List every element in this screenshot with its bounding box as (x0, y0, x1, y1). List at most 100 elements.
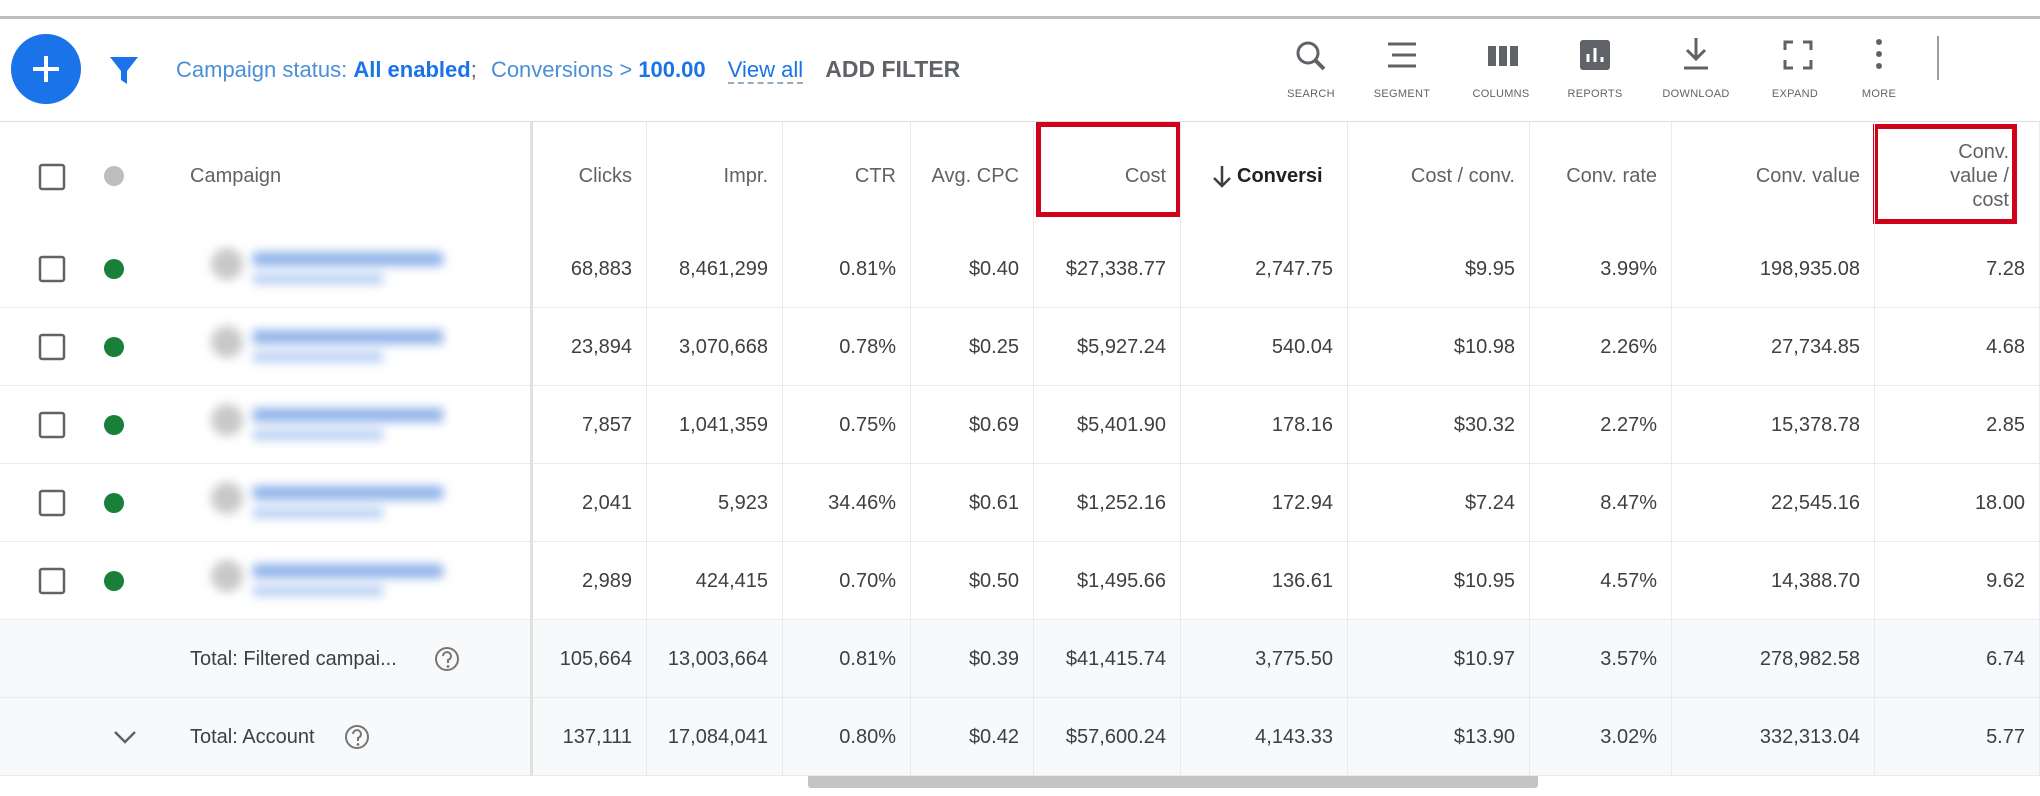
campaign-name-blurred[interactable] (163, 390, 463, 465)
total-label: Total: Account (163, 698, 533, 776)
table-cell: $0.39 (911, 620, 1034, 698)
table-cell: $10.98 (1348, 308, 1530, 386)
tool-label[interactable]: SEGMENT (1373, 88, 1431, 100)
view-all-link[interactable]: View all (727, 57, 804, 84)
column-header[interactable]: Conv. value / cost (1875, 122, 2040, 230)
table-cell: $0.69 (911, 386, 1034, 464)
table-cell: 2.85 (1875, 386, 2040, 464)
highlight-box (1873, 124, 2017, 224)
table-cell: $7.24 (1348, 464, 1530, 542)
scrollbar[interactable] (808, 774, 1538, 788)
table-cell: 136.61 (1181, 542, 1348, 620)
table-cell: 2,989 (533, 542, 647, 620)
column-header[interactable]: Clicks (533, 122, 647, 230)
status-dot (102, 491, 126, 520)
table-cell: $0.50 (911, 542, 1034, 620)
table-cell: 2.26% (1530, 308, 1672, 386)
campaign-cell (163, 308, 533, 386)
row (0, 464, 2040, 542)
tool-label[interactable]: SEARCH (1287, 88, 1335, 100)
tool-label[interactable]: COLUMNS (1472, 88, 1530, 100)
table-cell: 178.16 (1181, 386, 1348, 464)
table-cell: $27,338.77 (1034, 230, 1181, 308)
table-cell: 0.81% (783, 230, 911, 308)
table-cell: 3,775.50 (1181, 620, 1348, 698)
table-cell: $10.97 (1348, 620, 1530, 698)
table-cell: 1,041,359 (647, 386, 783, 464)
campaign-cell (163, 542, 533, 620)
campaign-name-blurred[interactable] (163, 468, 463, 543)
table-cell: 8,461,299 (647, 230, 783, 308)
campaign-cell (163, 464, 533, 542)
toolbar-icons (1296, 36, 1939, 80)
campaign-name-blurred[interactable] (163, 312, 463, 387)
tool-label[interactable]: REPORTS (1567, 88, 1623, 100)
table-cell: 0.75% (783, 386, 911, 464)
row-checkbox[interactable] (38, 255, 66, 288)
campaign-name-blurred[interactable] (163, 234, 463, 309)
table-cell: $13.90 (1348, 698, 1530, 776)
column-header[interactable]: Cost / conv. (1348, 122, 1530, 230)
header-checkbox[interactable] (38, 163, 66, 196)
column-header[interactable]: Conversi (1181, 122, 1348, 230)
column-header[interactable]: Conv. rate (1530, 122, 1672, 230)
table-cell: 198,935.08 (1672, 230, 1875, 308)
table-cell: $9.95 (1348, 230, 1530, 308)
expand-chevron[interactable] (112, 726, 138, 753)
campaign-cell (163, 386, 533, 464)
tool-label[interactable]: DOWNLOAD (1662, 88, 1730, 100)
tool-label[interactable]: MORE (1861, 88, 1897, 100)
status-dot (102, 257, 126, 286)
table-cell: 3.57% (1530, 620, 1672, 698)
row (0, 386, 2040, 464)
row-checkbox[interactable] (38, 567, 66, 600)
table-cell: 0.78% (783, 308, 911, 386)
row (0, 308, 2040, 386)
header-border (0, 121, 2040, 122)
campaign-cell (163, 230, 533, 308)
table-cell: 7.28 (1875, 230, 2040, 308)
column-header[interactable]: CTR (783, 122, 911, 230)
filter-icon[interactable] (108, 55, 140, 87)
row (0, 620, 2040, 698)
table-cell: 332,313.04 (1672, 698, 1875, 776)
table-cell: $30.32 (1348, 386, 1530, 464)
table-cell: $0.40 (911, 230, 1034, 308)
campaign-name-blurred[interactable] (163, 546, 463, 621)
table-cell: 9.62 (1875, 542, 2040, 620)
add-button[interactable] (8, 30, 86, 108)
table-cell: $10.95 (1348, 542, 1530, 620)
help-icon[interactable] (433, 645, 461, 678)
table-cell: 14,388.70 (1672, 542, 1875, 620)
table-cell: $41,415.74 (1034, 620, 1181, 698)
row-checkbox[interactable] (38, 489, 66, 522)
add-filter-button[interactable]: ADD FILTER (825, 56, 961, 82)
row-checkbox[interactable] (38, 333, 66, 366)
table-cell: 137,111 (533, 698, 647, 776)
table-cell: $0.42 (911, 698, 1034, 776)
row (0, 542, 2040, 620)
table-cell: 2,747.75 (1181, 230, 1348, 308)
column-header[interactable]: Avg. CPC (911, 122, 1034, 230)
help-icon[interactable] (343, 723, 371, 756)
table-cell: $1,495.66 (1034, 542, 1181, 620)
filter-label: Conversions > (490, 57, 633, 82)
column-header[interactable]: Impr. (647, 122, 783, 230)
column-header[interactable]: Campaign (163, 122, 533, 230)
table-cell: 13,003,664 (647, 620, 783, 698)
top-border (0, 16, 2040, 19)
tool-label[interactable]: EXPAND (1771, 88, 1819, 100)
table-cell: 0.81% (783, 620, 911, 698)
table-cell: 6.74 (1875, 620, 2040, 698)
table-cell: 34.46% (783, 464, 911, 542)
table-cell: 8.47% (1530, 464, 1672, 542)
table-cell: 172.94 (1181, 464, 1348, 542)
column-header[interactable]: Cost (1034, 122, 1181, 230)
column-header[interactable]: Conv. value (1672, 122, 1875, 230)
row-checkbox[interactable] (38, 411, 66, 444)
table-cell: 15,378.78 (1672, 386, 1875, 464)
table-cell: 3,070,668 (647, 308, 783, 386)
table-cell: $1,252.16 (1034, 464, 1181, 542)
status-dot (102, 413, 126, 442)
